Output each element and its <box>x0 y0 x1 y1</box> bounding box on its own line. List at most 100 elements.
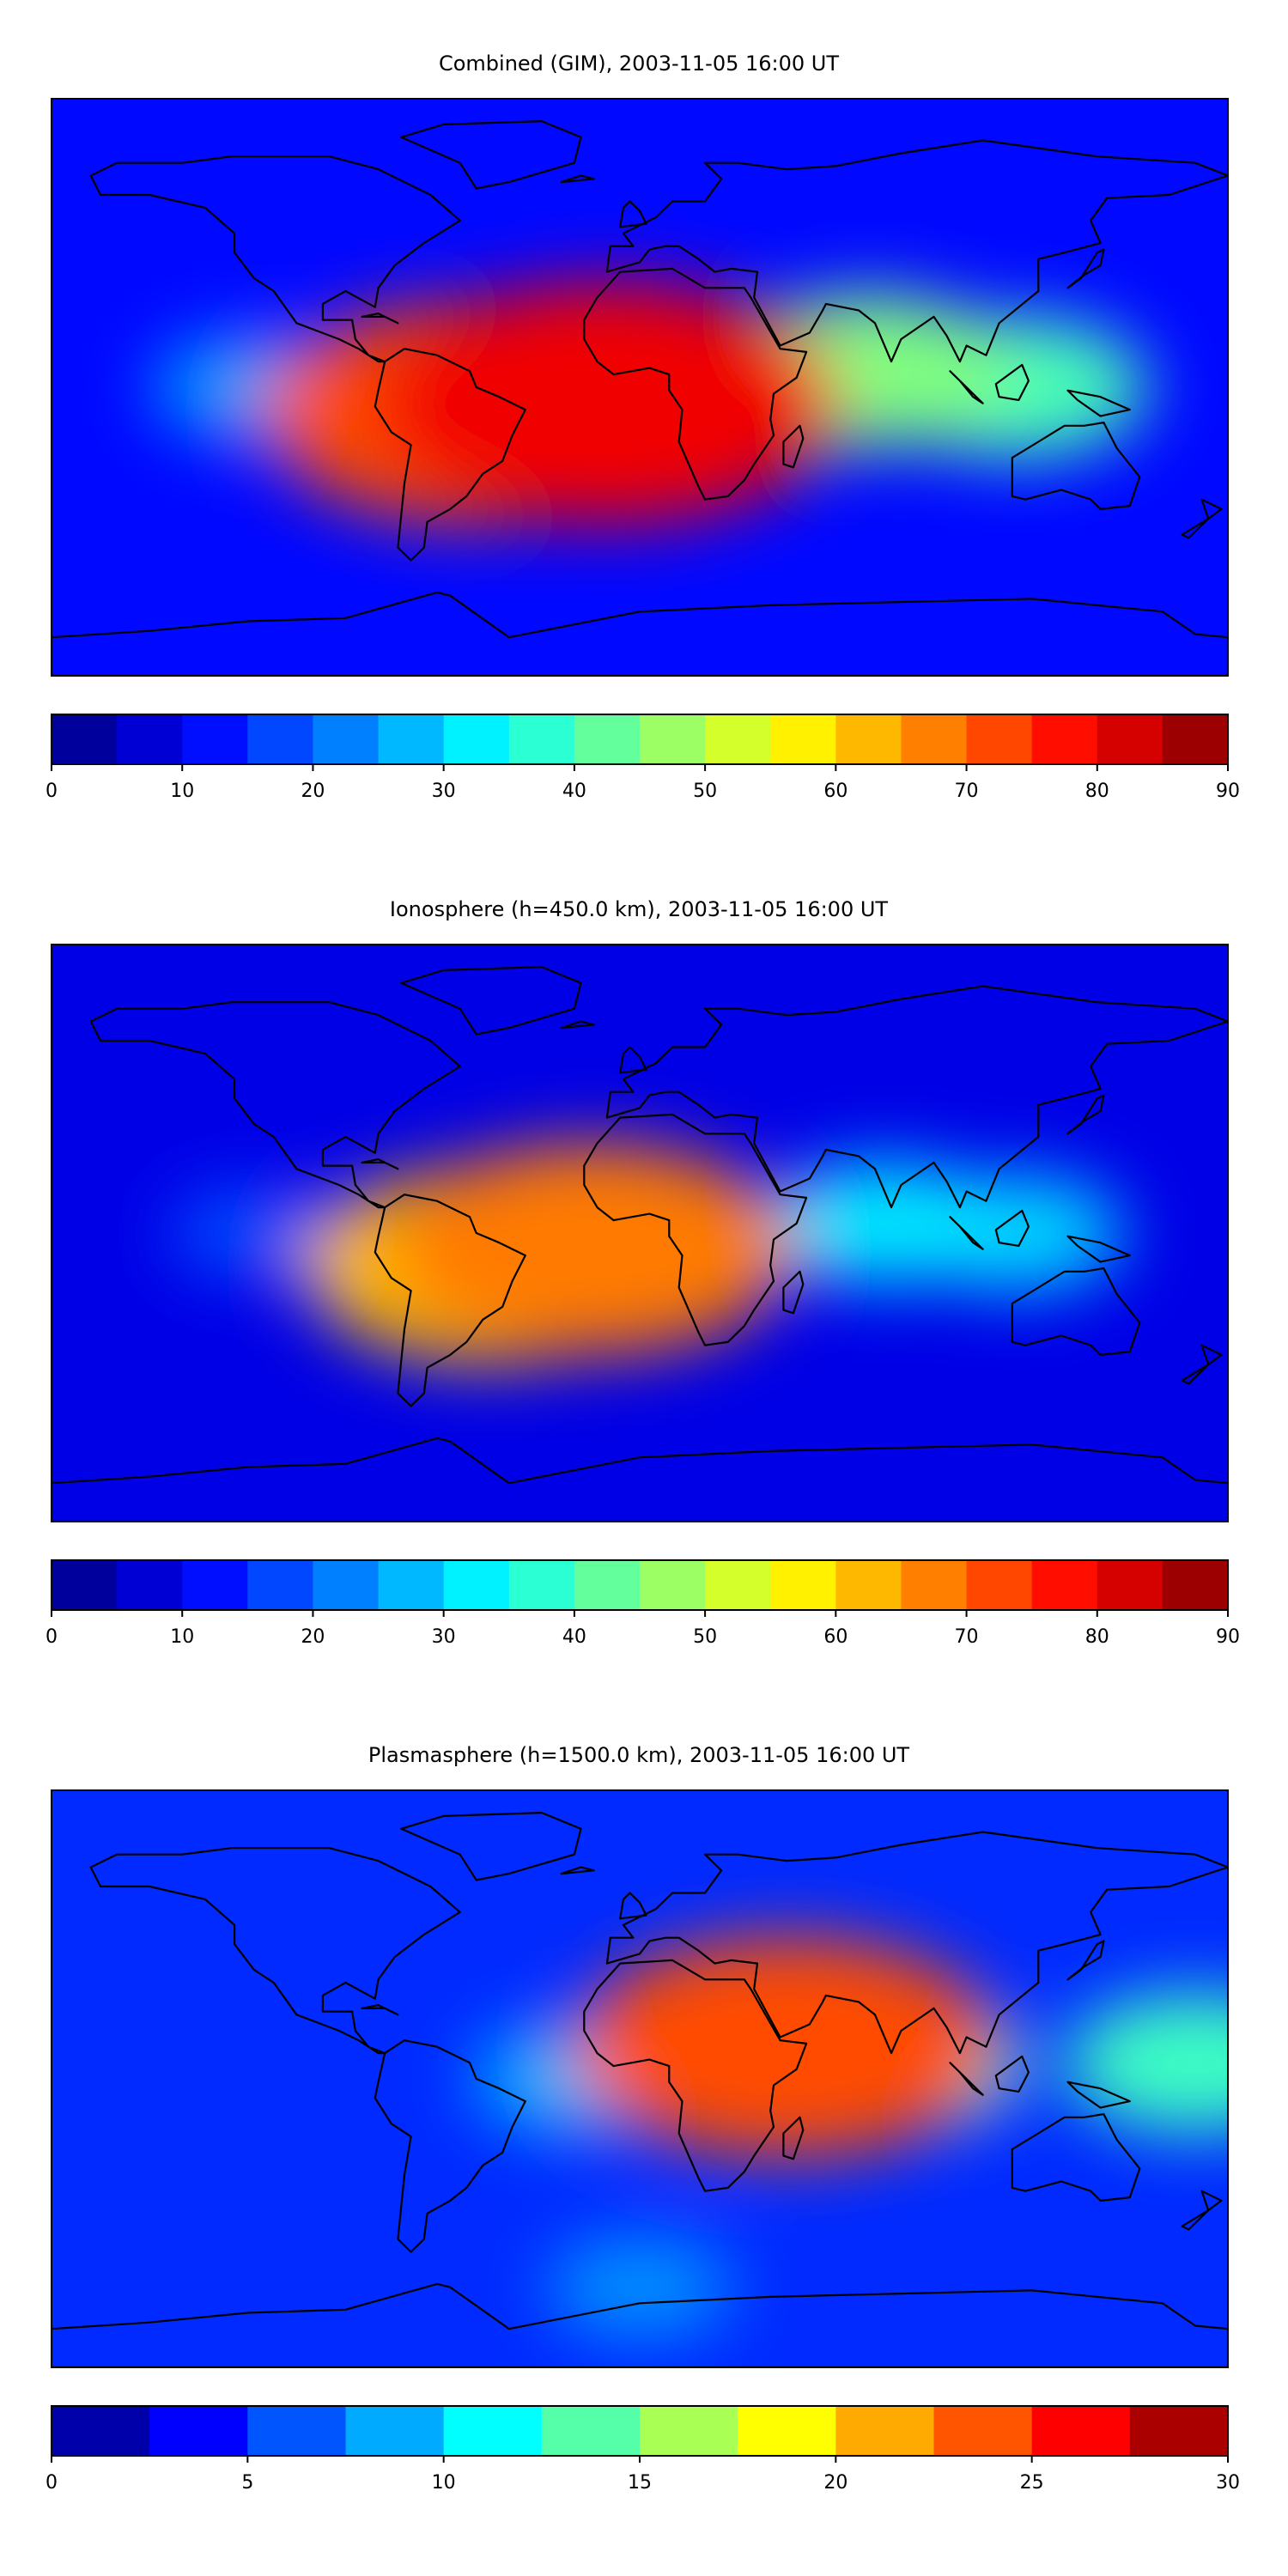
colorbar-tick-label: 40 <box>562 781 586 802</box>
coastline <box>361 2004 399 2016</box>
colorbar-segment <box>1162 714 1229 764</box>
colorbar-segment <box>117 714 183 764</box>
colorbar-segment <box>508 1560 575 1610</box>
colorbar-segment <box>313 1560 380 1610</box>
colorbar-tick-label: 0 <box>46 2472 58 2494</box>
colorbar-segment <box>770 1560 836 1610</box>
map-frame <box>51 944 1229 1522</box>
colorbar-tick-label: 5 <box>241 2472 253 2494</box>
coastline <box>52 2282 1228 2367</box>
coastline <box>1066 1940 1105 1981</box>
colorbar-segment <box>640 714 706 764</box>
colorbar-tick-label: 60 <box>823 1626 848 1648</box>
map-combined <box>51 98 1229 677</box>
coastline <box>52 591 1228 676</box>
map-ionosphere <box>51 944 1229 1522</box>
colorbar-segment <box>738 2406 836 2456</box>
colorbar-tick-label: 20 <box>823 2472 848 2494</box>
coastline <box>400 1812 582 1881</box>
coastline <box>1066 389 1131 417</box>
colorbar-tick-label: 60 <box>823 781 848 802</box>
coastline <box>949 1216 984 1250</box>
coastline <box>560 1020 595 1030</box>
colorbar-tick-label: 50 <box>693 1626 717 1648</box>
colorbar-tick-label: 90 <box>1216 1626 1240 1648</box>
coastline <box>1011 1267 1141 1357</box>
panel-title: Combined (GIM), 2003-11-05 16:00 UT <box>439 52 839 76</box>
coastline <box>583 1959 808 2192</box>
colorbar-segment <box>966 1560 1033 1610</box>
coastline <box>1181 1344 1223 1385</box>
colorbar-tick-label: 30 <box>432 1626 456 1648</box>
field-feature <box>1064 1993 1228 2133</box>
colorbar-segment <box>901 714 968 764</box>
colorbar-segment <box>1031 2406 1131 2456</box>
coastline <box>1011 2113 1141 2202</box>
colorbar-segment <box>443 714 510 764</box>
colorbar-segment <box>443 2406 543 2456</box>
colorbar-tick-label: 30 <box>432 781 456 802</box>
colorbar-segment <box>770 714 836 764</box>
colorbar-segment <box>52 1560 118 1610</box>
colorbar-tick-label: 30 <box>1216 2472 1240 2494</box>
field-feature <box>545 2236 734 2339</box>
coastline <box>605 1831 1228 2055</box>
coastline <box>949 2062 984 2096</box>
coastline <box>89 1847 461 2055</box>
colorbar-segment <box>52 714 118 764</box>
colorbar-segment <box>508 714 575 764</box>
colorbar-segment <box>640 1560 706 1610</box>
colorbar-segment <box>182 1560 248 1610</box>
coastline <box>994 1209 1030 1248</box>
colorbar-segment <box>247 714 313 764</box>
colorbar-segment <box>933 2406 1033 2456</box>
coastline <box>374 348 526 562</box>
coastline <box>400 120 582 190</box>
map-frame <box>51 1789 1229 2368</box>
field-feature <box>374 283 841 525</box>
coastline <box>605 139 1228 363</box>
colorbar-segment <box>835 714 902 764</box>
coastline <box>1066 1235 1131 1263</box>
coastline <box>583 267 808 501</box>
coastline <box>782 424 805 469</box>
colorbar-segment <box>901 1560 968 1610</box>
colorbar-segment <box>247 1560 313 1610</box>
panel-ionosphere: Ionosphere (h=450.0 km), 2003-11-05 16:0… <box>46 897 1240 1648</box>
panel-combined: Combined (GIM), 2003-11-05 16:00 UT 0 10 2… <box>46 52 1240 802</box>
colorbar-tick-label: 20 <box>301 1626 325 1648</box>
colorbar-segment <box>835 1560 902 1610</box>
coastline <box>560 174 595 184</box>
coastline <box>1181 498 1223 539</box>
field-feature <box>574 1935 1000 2158</box>
colorbar-segment <box>705 1560 771 1610</box>
colorbar-tick-label: 0 <box>46 1626 58 1648</box>
coastline <box>560 1866 595 1875</box>
coastline <box>52 1437 1228 1522</box>
coastline <box>1011 422 1141 511</box>
coastline <box>619 1892 647 1920</box>
coastline <box>949 370 984 404</box>
colorbar-segment <box>378 714 445 764</box>
colorbar-tick-label: 90 <box>1216 781 1240 802</box>
colorbar-segment <box>574 1560 641 1610</box>
coastline <box>782 1270 805 1315</box>
panel-title: Ionosphere (h=450.0 km), 2003-11-05 16:0… <box>390 897 888 921</box>
coastline <box>1181 2190 1223 2231</box>
map-frame <box>51 98 1229 677</box>
coastline <box>361 1157 399 1170</box>
colorbar-segment <box>966 714 1033 764</box>
colorbar-segment <box>835 2406 934 2456</box>
colorbar-tick-label: 80 <box>1085 781 1109 802</box>
panel-title: Plasmasphere (h=1500.0 km), 2003-11-05 1… <box>368 1743 910 1767</box>
coastline <box>619 200 647 228</box>
coastline <box>361 313 399 325</box>
colorbar-tick-label: 20 <box>301 781 325 802</box>
colorbar-segment <box>378 1560 445 1610</box>
coastline <box>1066 2081 1131 2109</box>
colorbar-segment <box>313 714 380 764</box>
colorbar-segment <box>149 2406 248 2456</box>
colorbar-segment <box>443 1560 510 1610</box>
colorbar-segment <box>345 2406 445 2456</box>
